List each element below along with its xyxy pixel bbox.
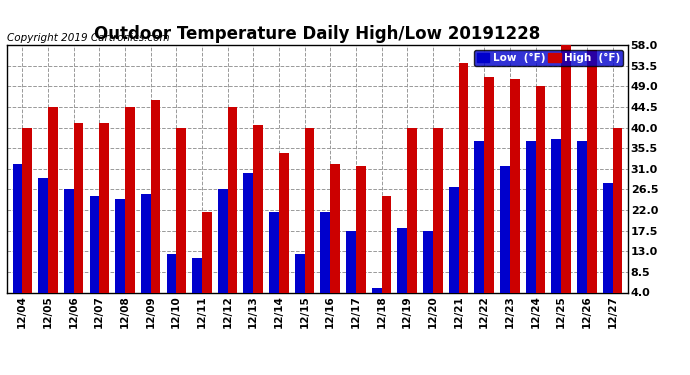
Bar [382, 196, 391, 311]
Bar [115, 198, 125, 311]
Title: Outdoor Temperature Daily High/Low 20191228: Outdoor Temperature Daily High/Low 20191… [95, 26, 540, 44]
Bar [269, 212, 279, 311]
Bar [90, 196, 99, 311]
Bar [346, 231, 356, 311]
Bar [150, 100, 160, 311]
Bar [613, 128, 622, 311]
Bar [228, 107, 237, 311]
Bar [320, 212, 331, 311]
Bar [22, 128, 32, 311]
Bar [407, 128, 417, 311]
Bar [551, 139, 561, 311]
Bar [331, 164, 340, 311]
Bar [166, 254, 176, 311]
Text: Copyright 2019 Cartronics.com: Copyright 2019 Cartronics.com [7, 33, 170, 42]
Bar [218, 189, 228, 311]
Bar [12, 164, 22, 311]
Bar [244, 173, 253, 311]
Bar [193, 258, 202, 311]
Bar [295, 254, 304, 311]
Bar [253, 125, 263, 311]
Bar [484, 77, 494, 311]
Bar [38, 178, 48, 311]
Bar [586, 50, 597, 311]
Bar [64, 189, 74, 311]
Bar [356, 166, 366, 311]
Bar [202, 212, 212, 311]
Bar [475, 141, 484, 311]
Bar [48, 107, 58, 311]
Bar [423, 231, 433, 311]
Bar [397, 228, 407, 311]
Bar [561, 45, 571, 311]
Bar [304, 128, 315, 311]
Bar [176, 128, 186, 311]
Bar [448, 187, 459, 311]
Bar [603, 183, 613, 311]
Bar [535, 86, 545, 311]
Bar [279, 153, 288, 311]
Bar [141, 194, 150, 311]
Bar [433, 128, 442, 311]
Bar [459, 63, 469, 311]
Bar [500, 166, 510, 311]
Bar [526, 141, 535, 311]
Bar [125, 107, 135, 311]
Bar [372, 288, 382, 311]
Bar [99, 123, 109, 311]
Bar [510, 80, 520, 311]
Bar [74, 123, 83, 311]
Bar [577, 141, 586, 311]
Legend: Low  (°F), High  (°F): Low (°F), High (°F) [474, 50, 622, 66]
